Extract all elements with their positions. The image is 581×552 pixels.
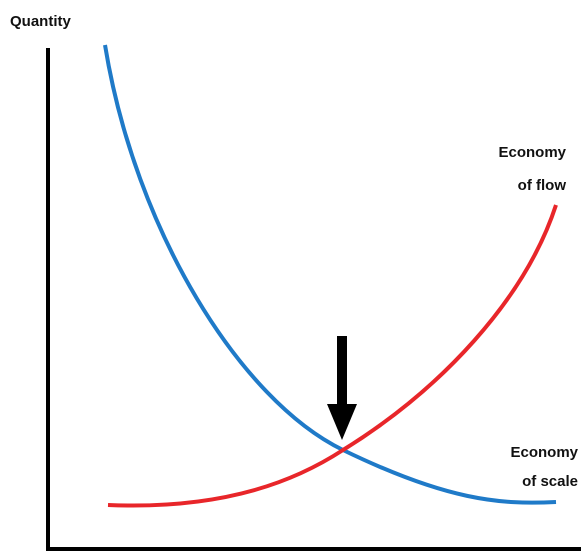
economy-of-flow-curve <box>107 204 558 508</box>
flow-label-line: Economy <box>498 144 566 161</box>
economy-of-scale-curve <box>103 44 557 505</box>
arrow-shaft <box>337 336 347 406</box>
scale-label-line: of scale <box>522 473 578 490</box>
arrow-head <box>327 404 357 440</box>
scale-label-line: Economy <box>510 444 578 461</box>
flow-label-line: of flow <box>518 177 567 194</box>
y-axis-label: Quantity <box>10 13 71 30</box>
